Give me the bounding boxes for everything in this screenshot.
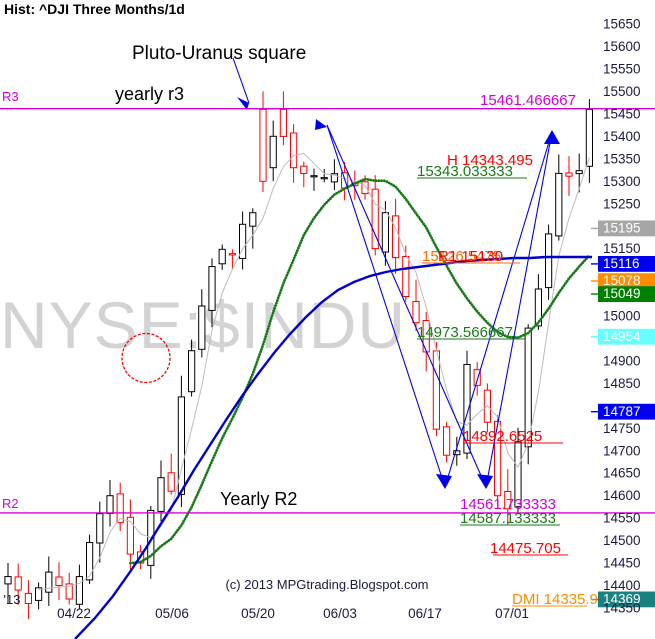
svg-text:R1 15130: R1 15130 xyxy=(438,248,503,265)
svg-text:15250: 15250 xyxy=(603,197,641,212)
svg-text:14587.133333: 14587.133333 xyxy=(460,510,556,527)
svg-text:15600: 15600 xyxy=(603,39,641,54)
svg-text:15000: 15000 xyxy=(603,309,641,324)
svg-text:14700: 14700 xyxy=(603,443,641,458)
svg-text:14892.6525: 14892.6525 xyxy=(463,428,542,445)
svg-text:yearly r3: yearly r3 xyxy=(115,84,184,104)
svg-text:Hist: ^DJI Three Months/1d: Hist: ^DJI Three Months/1d xyxy=(4,1,185,17)
svg-text:15195: 15195 xyxy=(603,221,641,236)
svg-text:15116: 15116 xyxy=(603,256,640,271)
svg-text:14350: 14350 xyxy=(603,601,641,616)
svg-text:(c) 2013 MPGtrading.Blogspot.c: (c) 2013 MPGtrading.Blogspot.com xyxy=(225,577,428,592)
svg-text:'13: '13 xyxy=(4,592,21,607)
svg-text:14475.705: 14475.705 xyxy=(490,540,561,557)
svg-text:14450: 14450 xyxy=(603,556,641,571)
svg-text:05/20: 05/20 xyxy=(241,606,275,621)
svg-text:15049: 15049 xyxy=(603,286,641,301)
svg-text:14600: 14600 xyxy=(603,488,641,503)
svg-text:15550: 15550 xyxy=(603,62,641,77)
svg-text:14954: 14954 xyxy=(603,329,641,344)
svg-text:15450: 15450 xyxy=(603,107,641,122)
svg-text:14787: 14787 xyxy=(603,404,641,419)
svg-text:04/22: 04/22 xyxy=(57,606,91,621)
svg-text:14973.566667: 14973.566667 xyxy=(417,324,513,341)
svg-text:14900: 14900 xyxy=(603,354,641,369)
svg-text:15650: 15650 xyxy=(603,17,641,32)
svg-text:14650: 14650 xyxy=(603,466,641,481)
svg-text:06/03: 06/03 xyxy=(323,606,357,621)
svg-text:14500: 14500 xyxy=(603,533,641,548)
svg-text:15400: 15400 xyxy=(603,129,641,144)
svg-text:06/17: 06/17 xyxy=(408,606,442,621)
svg-text:05/06: 05/06 xyxy=(155,606,189,621)
svg-text:R3: R3 xyxy=(2,89,19,104)
svg-text:14750: 14750 xyxy=(603,421,641,436)
svg-text:15343.033333: 15343.033333 xyxy=(417,163,513,180)
svg-text:R2: R2 xyxy=(2,496,19,511)
svg-text:07/01: 07/01 xyxy=(495,606,529,621)
svg-text:Pluto-Uranus square: Pluto-Uranus square xyxy=(132,43,306,64)
svg-text:15350: 15350 xyxy=(603,152,641,167)
svg-text:14550: 14550 xyxy=(603,511,641,526)
svg-text:15461.466667: 15461.466667 xyxy=(480,92,576,109)
svg-text:15300: 15300 xyxy=(603,174,641,189)
svg-text:DMI 14335.9: DMI 14335.9 xyxy=(512,591,598,608)
svg-text:Yearly R2: Yearly R2 xyxy=(220,489,297,509)
svg-text:15150: 15150 xyxy=(603,241,641,256)
svg-text:14850: 14850 xyxy=(603,376,641,391)
svg-text:15500: 15500 xyxy=(603,84,641,99)
